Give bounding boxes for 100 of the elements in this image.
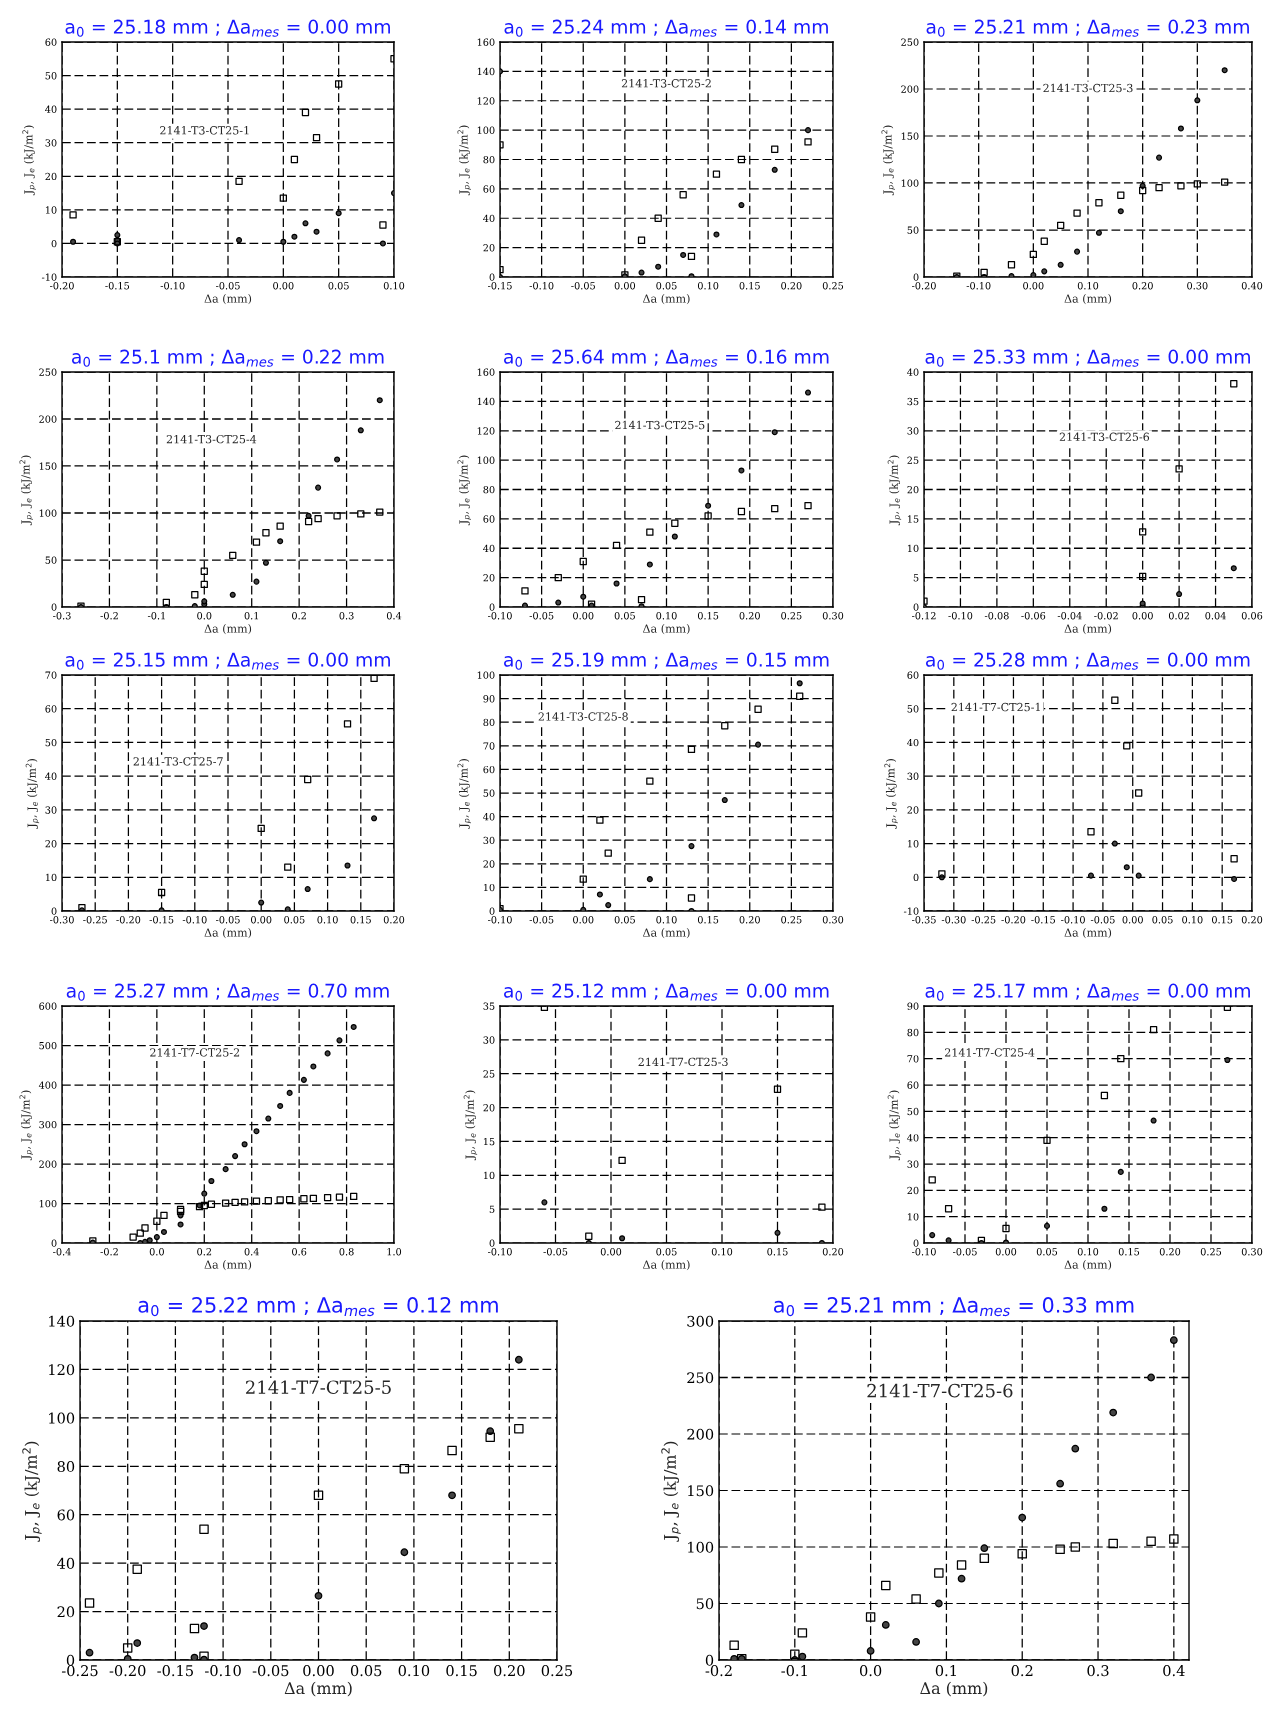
x-tick-label: 0.00 [995,1248,1017,1256]
x-tick-label: 0.20 [739,916,760,924]
x-tick-label: -0.15 [157,1665,193,1677]
y-tick-label: 50 [45,72,57,80]
x-tick-label: 0.06 [1241,612,1263,620]
x-tick-label: -0.10 [205,1665,241,1677]
x-tick-label: -0.3 [53,612,71,620]
x-tick-label: -0.30 [941,916,966,924]
y-tick-label: 50 [907,226,919,234]
y-tick-label: 90 [483,695,495,703]
x-tick-label: -0.10 [966,282,991,290]
x-tick-label: 0.10 [711,1248,733,1256]
y-tick-label: 300 [687,1315,714,1327]
y-tick-label: 0 [51,239,57,248]
x-tick-label: 0.25 [822,282,844,290]
y-tick-label: 10 [907,544,919,553]
x-tick-label: 0.05 [656,1248,677,1256]
y-tick-label: 60 [907,671,919,679]
chart-title: a$_{0}$ = 25.15 mm ; Δa$_{mes}$ = 0.00 mm [65,652,390,670]
y-tick-label: 30 [45,139,57,147]
x-tick-label: 0.10 [656,612,677,620]
y-tick-label: 150 [39,462,57,470]
y-tick-label: 30 [483,1036,495,1044]
y-tick-label: 30 [907,427,919,435]
y-tick-label: 200 [39,415,57,423]
x-tick-label: 0.1 [244,612,259,620]
x-axis-title: Δa (mm) [204,928,252,939]
y-tick-label: 40 [483,214,495,223]
x-tick-label: 0.15 [446,1665,477,1677]
y-tick-label: 140 [477,397,495,406]
x-tick-label: -0.02 [1094,612,1118,620]
y-tick-label: 150 [688,1485,714,1497]
y-tick-label: 150 [901,132,919,140]
y-tick-label: 25 [907,456,919,464]
y-tick-label: 20 [45,172,57,181]
x-tick-label: 0.6 [292,1248,307,1256]
x-tick-label: -0.4 [53,1248,71,1256]
x-tick-label: 0.0 [149,1248,164,1256]
x-tick-label: 0.05 [328,282,349,290]
y-tick-label: 100 [688,1541,714,1553]
x-tick-label: 1.0 [387,1248,402,1256]
x-axis-title: Δa (mm) [284,1681,352,1697]
y-tick-label: 0 [705,1654,714,1666]
x-tick-label: 0.3 [1087,1665,1109,1677]
x-tick-label: 0.00 [600,1248,622,1256]
y-tick-label: 0 [489,273,495,281]
y-tick-label: 250 [687,1372,714,1384]
y-axis-title: J$_{p}$, J$_{e}$ (kJ/m$^{2}$) [887,455,902,526]
x-tick-label: -0.10 [529,282,554,290]
x-tick-label: 0.40 [1241,282,1263,290]
x-tick-label: -0.2 [100,612,118,620]
x-tick-label: 0.00 [1023,282,1044,290]
x-tick-label: -0.2 [705,1665,732,1677]
x-axis-title: Δa (mm) [642,1260,690,1271]
y-tick-label: 0 [51,1239,57,1247]
x-tick-label: 0.10 [1182,916,1203,924]
y-axis-title: J$_{p}$, J$_{e}$ (kJ/m$^{2}$) [661,1441,681,1542]
x-axis-title: Δa (mm) [1064,294,1112,305]
y-axis-title: J$_{p}$, J$_{e}$ (kJ/m$^{2}$) [19,1090,33,1161]
y-tick-label: 20 [483,574,495,582]
x-axis-title: Δa (mm) [642,928,690,939]
x-tick-label: 0.20 [1132,282,1153,290]
x-tick-label: -0.10 [948,612,973,620]
annotation: 2141-T3-CT25-4 [166,434,257,444]
x-tick-label: -0.25 [83,916,107,924]
x-tick-label: 0.4 [386,612,402,620]
y-tick-label: 10 [907,840,919,848]
y-tick-label: 0 [913,273,919,281]
x-tick-label: 0.05 [614,612,635,620]
x-tick-label: -0.08 [984,612,1009,620]
y-tick-label: 100 [477,456,495,464]
y-tick-label: 60 [907,1081,919,1089]
y-tick-label: 120 [49,1364,75,1376]
annotation: 2141-T3-CT25-3 [1043,83,1133,93]
y-tick-label: 160 [477,368,495,376]
y-tick-label: 30 [45,806,57,814]
x-tick-label: -0.05 [215,282,240,290]
y-tick-label: 60 [57,1509,75,1521]
y-tick-label: 0 [489,1239,495,1247]
y-tick-label: 70 [907,1055,919,1063]
y-tick-label: 80 [57,1461,75,1473]
y-tick-label: 140 [49,1315,75,1327]
x-tick-label: 0.0 [859,1665,882,1677]
x-tick-label: -0.06 [1021,612,1046,620]
x-tick-label: -0.05 [571,282,595,290]
x-tick-label: -0.15 [487,282,512,290]
y-tick-label: 20 [483,244,495,252]
x-tick-label: -0.2 [100,1248,118,1256]
x-tick-label: 0.15 [1212,916,1233,924]
y-tick-label: 60 [45,705,57,713]
y-tick-label: 120 [477,97,495,105]
x-tick-label: 0.00 [614,282,636,290]
x-axis-title: Δa (mm) [1064,624,1112,635]
y-tick-label: 35 [483,1002,495,1010]
x-tick-label: -0.10 [487,916,512,924]
x-tick-label: 0.10 [656,916,677,924]
y-tick-label: 50 [907,705,919,713]
chart-title: a$_{0}$ = 25.28 mm ; Δa$_{mes}$ = 0.00 mm [926,652,1250,670]
y-tick-label: 40 [57,1557,75,1569]
x-tick-label: -0.10 [911,1248,936,1256]
